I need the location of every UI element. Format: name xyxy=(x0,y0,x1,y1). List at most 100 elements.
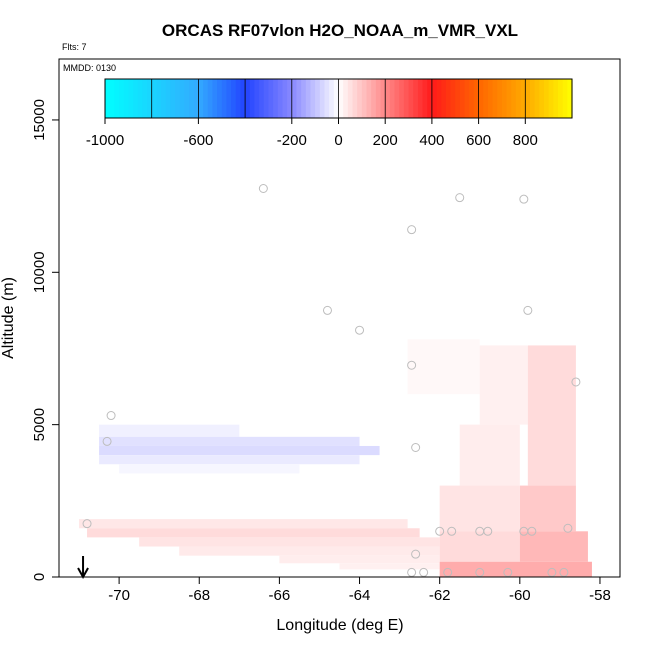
date-note: MMDD: 0130 xyxy=(63,63,116,73)
colorbar-segment xyxy=(455,79,461,118)
colorbar-segment xyxy=(394,79,400,118)
sample-point xyxy=(475,567,485,577)
colorbar-segment xyxy=(487,79,494,118)
colorbar-segment xyxy=(492,79,498,118)
colorbar-segment xyxy=(310,79,316,118)
colorbar-segment xyxy=(245,79,251,118)
x-axis: -70 -68 -66 -64 -62 -60 -58 xyxy=(108,577,611,604)
colorbar-segment xyxy=(534,79,540,118)
heatmap-cell xyxy=(99,424,240,437)
heatmap-cell xyxy=(87,528,420,538)
colorbar-segment xyxy=(515,79,522,118)
colorbar-segment xyxy=(347,79,354,118)
colorbar-segment xyxy=(464,79,470,118)
colorbar-segment xyxy=(198,79,204,118)
colorbar-segment xyxy=(123,79,129,118)
colorbar-segment xyxy=(548,79,554,118)
heatmap-cell xyxy=(339,563,440,570)
sample-point xyxy=(435,526,445,536)
y-tick-label: 5000 xyxy=(31,408,48,441)
colorbar-segment xyxy=(193,79,199,118)
heatmap-cell xyxy=(119,464,300,474)
sample-point xyxy=(483,526,493,536)
colorbar-segment xyxy=(109,79,115,118)
colorbar-segment xyxy=(357,79,363,118)
heatmap-cell xyxy=(439,485,520,532)
colorbar-tick-label: 600 xyxy=(466,132,491,149)
heatmap-cell xyxy=(439,531,520,562)
colorbar-segment xyxy=(156,79,162,118)
colorbar-segment xyxy=(291,79,298,118)
sample-point xyxy=(258,184,268,193)
heatmap-cell xyxy=(139,537,440,547)
colorbar-ticks: -1000 -600 -200 0 200 400 600 800 xyxy=(86,118,538,149)
sample-point xyxy=(559,567,569,577)
sample-point xyxy=(411,443,421,452)
colorbar-segment xyxy=(128,79,134,118)
colorbar-segment xyxy=(399,79,405,118)
colorbar-segment xyxy=(221,79,228,118)
sample-point xyxy=(411,549,421,559)
colorbar-segment xyxy=(277,79,284,118)
colorbar-segment xyxy=(175,79,181,118)
down-arrow-icon xyxy=(77,556,89,580)
colorbar-segment xyxy=(422,79,428,118)
colorbar xyxy=(104,78,573,119)
colorbar-segment xyxy=(151,79,157,118)
colorbar-segment xyxy=(212,79,218,118)
colorbar-segment xyxy=(235,79,242,118)
colorbar-segment xyxy=(408,79,414,118)
colorbar-tick-label: -200 xyxy=(277,132,307,149)
heatmap-cell xyxy=(99,455,360,465)
sample-point xyxy=(523,305,533,315)
heatmap-cell xyxy=(459,424,520,486)
colorbar-segment xyxy=(450,79,456,118)
colorbar-segment xyxy=(268,79,274,118)
colorbar-segment xyxy=(473,79,480,118)
colorbar-segment xyxy=(301,79,307,118)
colorbar-segment xyxy=(287,79,293,118)
sample-point xyxy=(82,519,92,529)
sample-point xyxy=(407,567,417,577)
colorbar-tick-label: 400 xyxy=(419,132,444,149)
colorbar-segment xyxy=(203,79,209,118)
heatmap-cell xyxy=(279,555,440,564)
colorbar-segment xyxy=(296,79,302,118)
heatmap-cell xyxy=(79,519,408,529)
colorbar-segment xyxy=(371,79,377,118)
sample-point xyxy=(503,567,513,577)
heatmap-cell xyxy=(439,561,592,577)
colorbar-segment xyxy=(413,79,419,118)
colorbar-segment xyxy=(366,79,372,118)
y-axis: 0 5000 10000 15000 xyxy=(31,99,59,581)
colorbar-segment xyxy=(478,79,484,118)
colorbar-segment xyxy=(361,79,368,118)
heatmap-cell xyxy=(99,436,360,446)
colorbar-segment xyxy=(105,79,111,118)
colorbar-segment xyxy=(119,79,125,118)
colorbar-segment xyxy=(375,79,382,118)
x-tick-label: -58 xyxy=(589,587,611,604)
colorbar-segment xyxy=(525,79,531,118)
sample-point xyxy=(447,526,457,536)
colorbar-segment xyxy=(184,79,190,118)
colorbar-tick-label: -1000 xyxy=(86,132,124,149)
colorbar-segment xyxy=(142,79,148,118)
sample-point xyxy=(443,567,453,577)
colorbar-segment xyxy=(189,79,195,118)
flights-note: Flts: 7 xyxy=(62,42,87,52)
heatmap-cell xyxy=(179,546,440,556)
colorbar-segment xyxy=(114,79,120,118)
colorbar-segment xyxy=(137,79,143,118)
colorbar-segment xyxy=(259,79,265,118)
colorbar-segment xyxy=(207,79,214,118)
colorbar-segment xyxy=(469,79,475,118)
sample-point xyxy=(547,567,557,577)
y-axis-label: Altitude (m) xyxy=(0,277,17,359)
sample-point xyxy=(355,325,365,335)
colorbar-segment xyxy=(380,79,386,118)
colorbar-segment xyxy=(226,79,232,118)
colorbar-segment xyxy=(217,79,223,118)
colorbar-segment xyxy=(133,79,139,118)
